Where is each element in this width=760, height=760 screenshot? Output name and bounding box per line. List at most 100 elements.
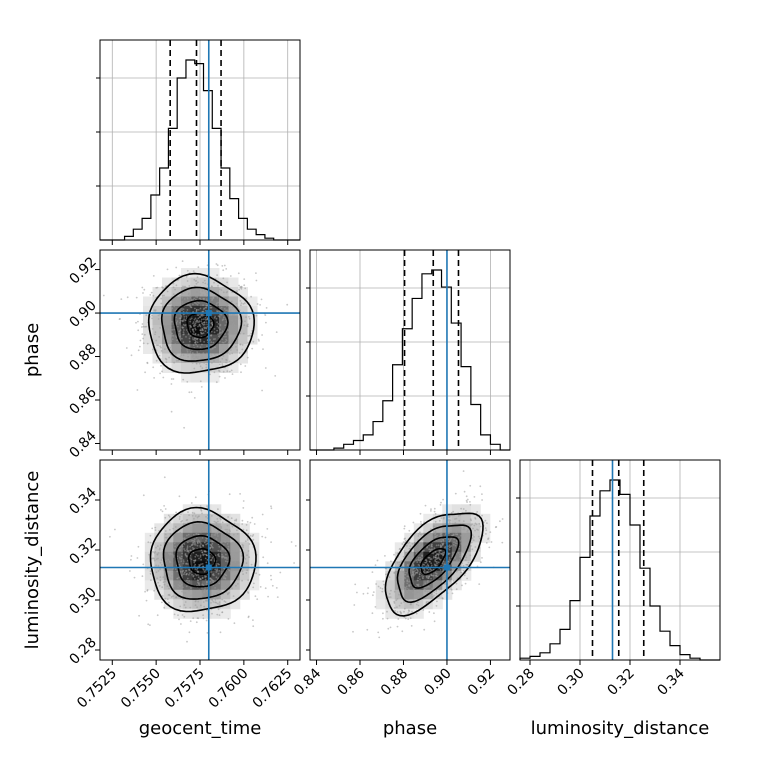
sample-point (225, 560, 227, 563)
sample-point (261, 513, 264, 516)
sample-point (462, 528, 465, 531)
sample-point (228, 493, 231, 496)
sample-point (231, 326, 234, 329)
sample-point (149, 294, 152, 296)
sample-point (204, 316, 207, 319)
sample-point (438, 557, 440, 559)
sample-point (486, 522, 488, 524)
sample-point (206, 609, 208, 612)
sample-point (403, 538, 406, 540)
sample-point (231, 306, 234, 309)
sample-point (481, 557, 483, 559)
sample-point (194, 307, 196, 310)
sample-point (454, 544, 457, 547)
sample-point (413, 593, 416, 596)
sample-point (215, 601, 218, 604)
density-cell (182, 551, 193, 562)
sample-point (155, 339, 158, 342)
sample-point (429, 558, 432, 561)
sample-point (421, 544, 424, 547)
sample-point (408, 580, 410, 583)
sample-point (203, 550, 206, 552)
density-cell (171, 315, 182, 326)
sample-point (199, 522, 201, 525)
sample-point (178, 349, 181, 352)
tick-label-x-geocent-time: 0.7550 (118, 666, 164, 712)
sample-point (443, 575, 446, 578)
sample-point (247, 592, 250, 594)
sample-point (239, 300, 242, 302)
sample-point (102, 294, 105, 297)
sample-point (182, 378, 185, 381)
sample-point (428, 590, 431, 593)
sample-point (206, 529, 209, 532)
density-cell (163, 561, 174, 572)
sample-point (416, 579, 419, 582)
sample-point (479, 537, 481, 540)
sample-point (406, 556, 409, 559)
sample-point (198, 596, 201, 598)
sample-point (216, 532, 219, 535)
sample-point (434, 560, 437, 563)
sample-point (435, 572, 438, 575)
sample-point (451, 554, 454, 557)
sample-point (230, 517, 233, 520)
sample-point (137, 320, 139, 323)
sample-point (217, 525, 220, 528)
density-cell (470, 532, 481, 543)
sample-point (465, 509, 467, 512)
sample-point (154, 529, 157, 531)
sample-point (137, 545, 140, 548)
sample-point (197, 321, 200, 323)
sample-point (213, 520, 216, 523)
truth-marker (205, 564, 212, 571)
sample-point (168, 587, 170, 590)
sample-point (186, 579, 188, 582)
sample-point (229, 530, 231, 532)
sample-point (231, 549, 234, 552)
sample-point (164, 285, 167, 288)
sample-point (194, 322, 197, 325)
sample-point (179, 320, 182, 322)
density-cell (239, 551, 250, 562)
scatter-group (102, 260, 289, 429)
sample-point (216, 568, 219, 571)
sample-point (204, 530, 207, 533)
sample-point (160, 350, 163, 352)
sample-point (240, 287, 243, 290)
sample-point (383, 583, 385, 586)
sample-point (242, 546, 244, 549)
density-cell (192, 589, 203, 600)
sample-point (251, 535, 254, 537)
sample-point (248, 317, 251, 320)
density-cell (171, 334, 182, 345)
sample-point (135, 321, 137, 324)
density-cell (211, 570, 222, 581)
sample-point (440, 517, 443, 519)
sample-point (197, 579, 200, 582)
sample-point (372, 594, 374, 597)
sample-point (242, 573, 245, 575)
sample-point (226, 329, 229, 332)
sample-point (409, 556, 412, 558)
sample-point (218, 370, 221, 373)
sample-point (447, 532, 450, 535)
sample-point (485, 542, 488, 544)
sample-point (218, 603, 221, 605)
sample-point (160, 559, 163, 561)
sample-point (198, 302, 201, 304)
sample-point (189, 545, 192, 548)
sample-point (438, 588, 441, 591)
sample-point (459, 553, 461, 556)
sample-point (164, 597, 167, 600)
sample-point (180, 583, 183, 586)
density-cell (171, 353, 182, 364)
sample-point (415, 612, 418, 615)
density-cell (238, 306, 248, 316)
sample-point (387, 627, 390, 630)
sample-point (203, 530, 205, 533)
sample-point (456, 540, 458, 542)
sample-point (187, 511, 189, 513)
sample-point (247, 616, 250, 619)
density-cell (182, 608, 193, 619)
